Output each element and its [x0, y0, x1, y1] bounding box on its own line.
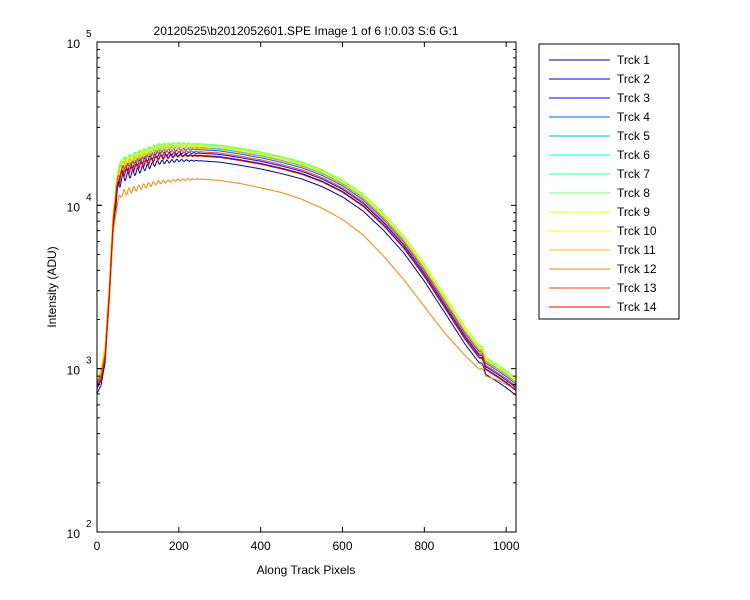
legend-label: Trck 14: [617, 300, 657, 314]
x-tick-label: 400: [251, 539, 271, 553]
legend-label: Trck 4: [617, 110, 650, 124]
legend-label: Trck 8: [617, 186, 650, 200]
y-tick-label-exponent: 3: [86, 356, 92, 367]
legend-label: Trck 12: [617, 262, 657, 276]
series-line-trck-1: [96, 158, 517, 396]
legend-label: Trck 2: [617, 72, 650, 86]
y-tick-label-base: 10: [67, 200, 81, 214]
series-lines: [96, 141, 517, 396]
series-line-trck-13: [96, 149, 517, 387]
series-line-trck-9: [96, 143, 517, 380]
legend-label: Trck 5: [617, 129, 650, 143]
legend-box: [538, 43, 680, 320]
y-axis: 10 2 10 3 10 4 10 5: [67, 29, 516, 541]
chart-title: 20120525\b2012052601.SPE Image 1 of 6 I:…: [154, 24, 459, 38]
legend-label: Trck 1: [617, 53, 650, 67]
series-line-trck-14: [96, 154, 517, 392]
legend-label: Trck 10: [617, 224, 657, 238]
y-tick-label-base: 10: [67, 37, 81, 51]
x-axis-label: Along Track Pixels: [257, 563, 356, 577]
y-tick-label-exponent: 5: [86, 29, 92, 40]
series-line-trck-10: [96, 144, 517, 382]
y-tick-label-exponent: 2: [86, 519, 92, 530]
x-tick-label: 200: [169, 539, 189, 553]
legend-label: Trck 13: [617, 281, 657, 295]
x-axis: 0 200 400 600 800 1000: [94, 42, 520, 553]
legend-label: Trck 7: [617, 167, 650, 181]
series-line-trck-12: [96, 178, 517, 389]
plot-area-frame: [96, 41, 517, 533]
series-line-trck-3: [96, 151, 517, 389]
y-axis-label: Intensity (ADU): [45, 246, 59, 327]
legend-label: Trck 11: [617, 243, 656, 257]
legend-label: Trck 9: [617, 205, 650, 219]
legend-label: Trck 6: [617, 148, 650, 162]
y-tick-label-base: 10: [67, 364, 81, 378]
x-tick-label: 0: [94, 539, 101, 553]
y-tick-label-base: 10: [67, 527, 81, 541]
legend: Trck 1 Trck 2 Trck 3 Trck 4 Trck 5 Trck 6 Trck…: [538, 43, 680, 320]
x-tick-label: 600: [332, 539, 352, 553]
y-tick-label-exponent: 4: [86, 192, 92, 203]
x-tick-label: 1000: [493, 539, 520, 553]
legend-label: Trck 3: [617, 91, 650, 105]
x-tick-label: 800: [414, 539, 434, 553]
